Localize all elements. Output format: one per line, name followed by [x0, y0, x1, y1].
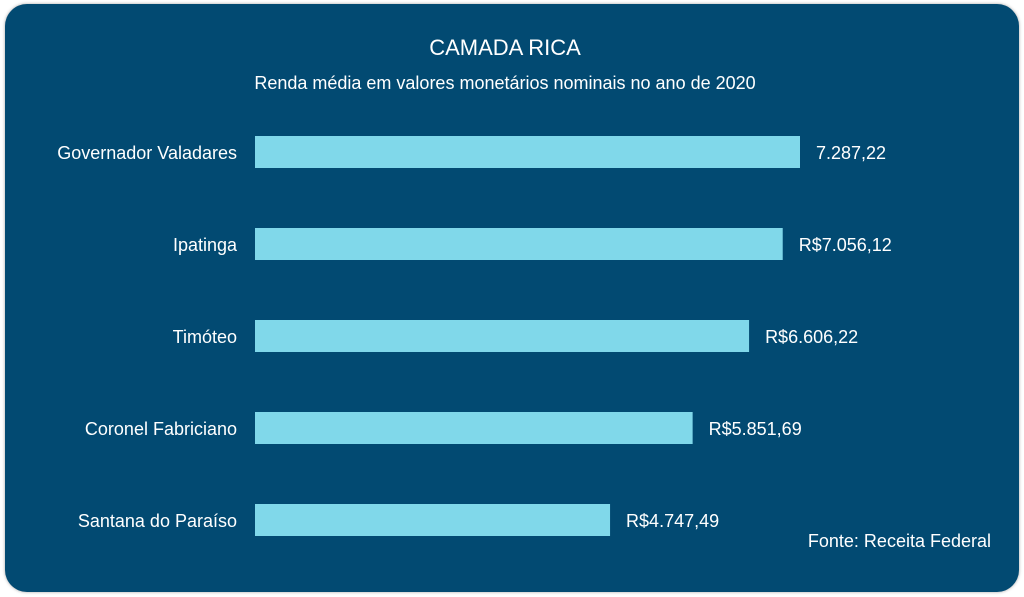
chart-subtitle: Renda média em valores monetários nomina…	[254, 73, 755, 93]
category-label: Coronel Fabriciano	[85, 419, 237, 439]
chart-title: CAMADA RICA	[429, 35, 581, 60]
source-note: Fonte: Receita Federal	[808, 531, 991, 551]
bar	[255, 136, 800, 168]
bar	[255, 320, 750, 352]
bar	[255, 412, 693, 444]
category-label: Governador Valadares	[57, 143, 237, 163]
chart-panel	[5, 4, 1019, 592]
category-label: Timóteo	[173, 327, 237, 347]
data-label: R$4.747,49	[626, 511, 719, 531]
data-label: R$6.606,22	[765, 327, 858, 347]
data-label: R$5.851,69	[709, 419, 802, 439]
bar	[255, 504, 611, 536]
category-label: Ipatinga	[173, 235, 238, 255]
data-label: 7.287,22	[816, 143, 886, 163]
bars-layer: Governador Valadares 7.287,22 Ipatinga R$7.…	[57, 136, 892, 536]
category-label: Santana do Paraíso	[78, 511, 237, 531]
bar	[255, 228, 783, 260]
data-label: R$7.056,12	[799, 235, 892, 255]
